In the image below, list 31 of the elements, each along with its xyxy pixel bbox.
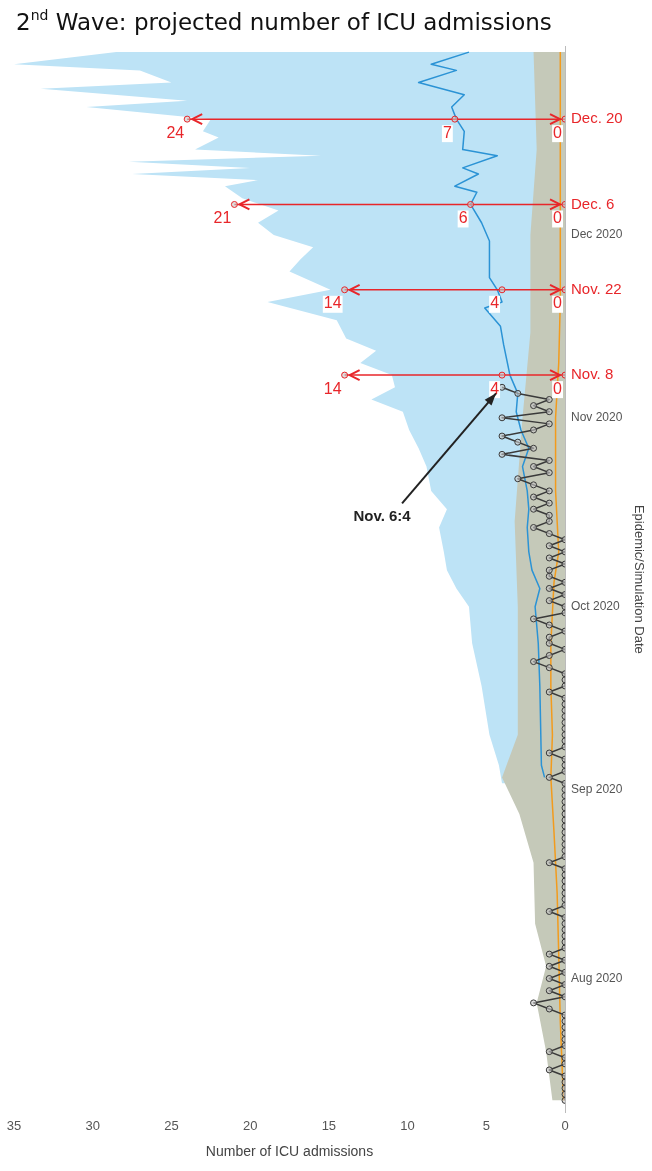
text: Nov. 8 (571, 365, 614, 383)
data-label: 24 (166, 123, 185, 141)
x-tick-label: 20 (242, 1117, 258, 1133)
annotation: Nov. 6:4 (353, 507, 412, 525)
x-tick-label: 0 (561, 1117, 569, 1133)
text: Dec. 6 (571, 194, 615, 212)
x-tick-label: 25 (164, 1117, 179, 1133)
data-label: 21 (213, 208, 232, 226)
data-label: 4 (490, 294, 500, 312)
y-tick-label: Sep 2020 (571, 781, 623, 796)
text: Dec. 20 (571, 109, 623, 127)
y-axis-title: Epidemic/Simulation Date (631, 504, 647, 654)
y-tick-label: Nov 2020 (571, 410, 623, 425)
data-label: 4 (490, 379, 500, 397)
text: Nov. 22 (571, 279, 622, 297)
x-tick-label: 10 (400, 1117, 415, 1133)
x-tick-label: 35 (6, 1117, 22, 1133)
y-tick-label: Aug 2020 (571, 970, 623, 985)
y-tick-label: Dec 2020 (571, 227, 623, 242)
x-tick-label: 15 (321, 1117, 337, 1133)
data-label: 14 (323, 379, 342, 397)
data-label: 7 (442, 123, 452, 141)
data-label: 0 (553, 379, 563, 397)
data-label: 6 (458, 208, 468, 226)
data-label: 0 (553, 123, 563, 141)
data-label: 0 (553, 208, 563, 226)
x-tick-label: 5 (482, 1117, 490, 1133)
x-tick-label: 30 (85, 1117, 100, 1133)
x-axis-title: Number of ICU admissions (205, 1143, 374, 1160)
y-tick-label: Oct 2020 (571, 599, 621, 614)
data-label: 14 (323, 294, 342, 312)
